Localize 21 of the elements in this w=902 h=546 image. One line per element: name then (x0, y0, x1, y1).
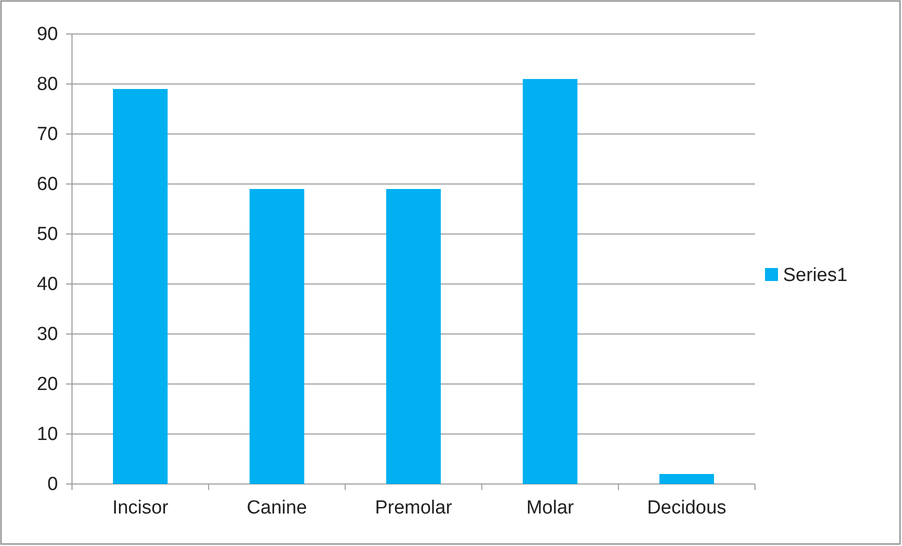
y-tick-label: 20 (36, 374, 58, 396)
y-tick-label: 90 (36, 24, 58, 46)
x-tick-label: Canine (246, 497, 308, 518)
x-tick-label: Incisor (112, 497, 169, 518)
y-tick-label: 40 (36, 274, 58, 296)
legend-label: Series1 (783, 265, 848, 286)
bar (522, 79, 578, 484)
bar (250, 189, 304, 484)
x-tick-label: Decidous (647, 497, 726, 518)
y-tick-label: 50 (36, 224, 58, 246)
y-tick-label: 60 (36, 174, 58, 196)
bar (112, 89, 168, 484)
y-tick-label: 80 (36, 74, 58, 96)
y-tick-label: 10 (36, 424, 58, 446)
x-tick-label: Molar (526, 497, 575, 518)
bar (659, 474, 714, 484)
y-tick-label: 30 (36, 324, 58, 346)
y-tick-label: 0 (47, 474, 58, 496)
bar (386, 189, 441, 484)
y-tick-label: 70 (36, 124, 58, 146)
x-tick-label: Premolar (374, 497, 453, 518)
